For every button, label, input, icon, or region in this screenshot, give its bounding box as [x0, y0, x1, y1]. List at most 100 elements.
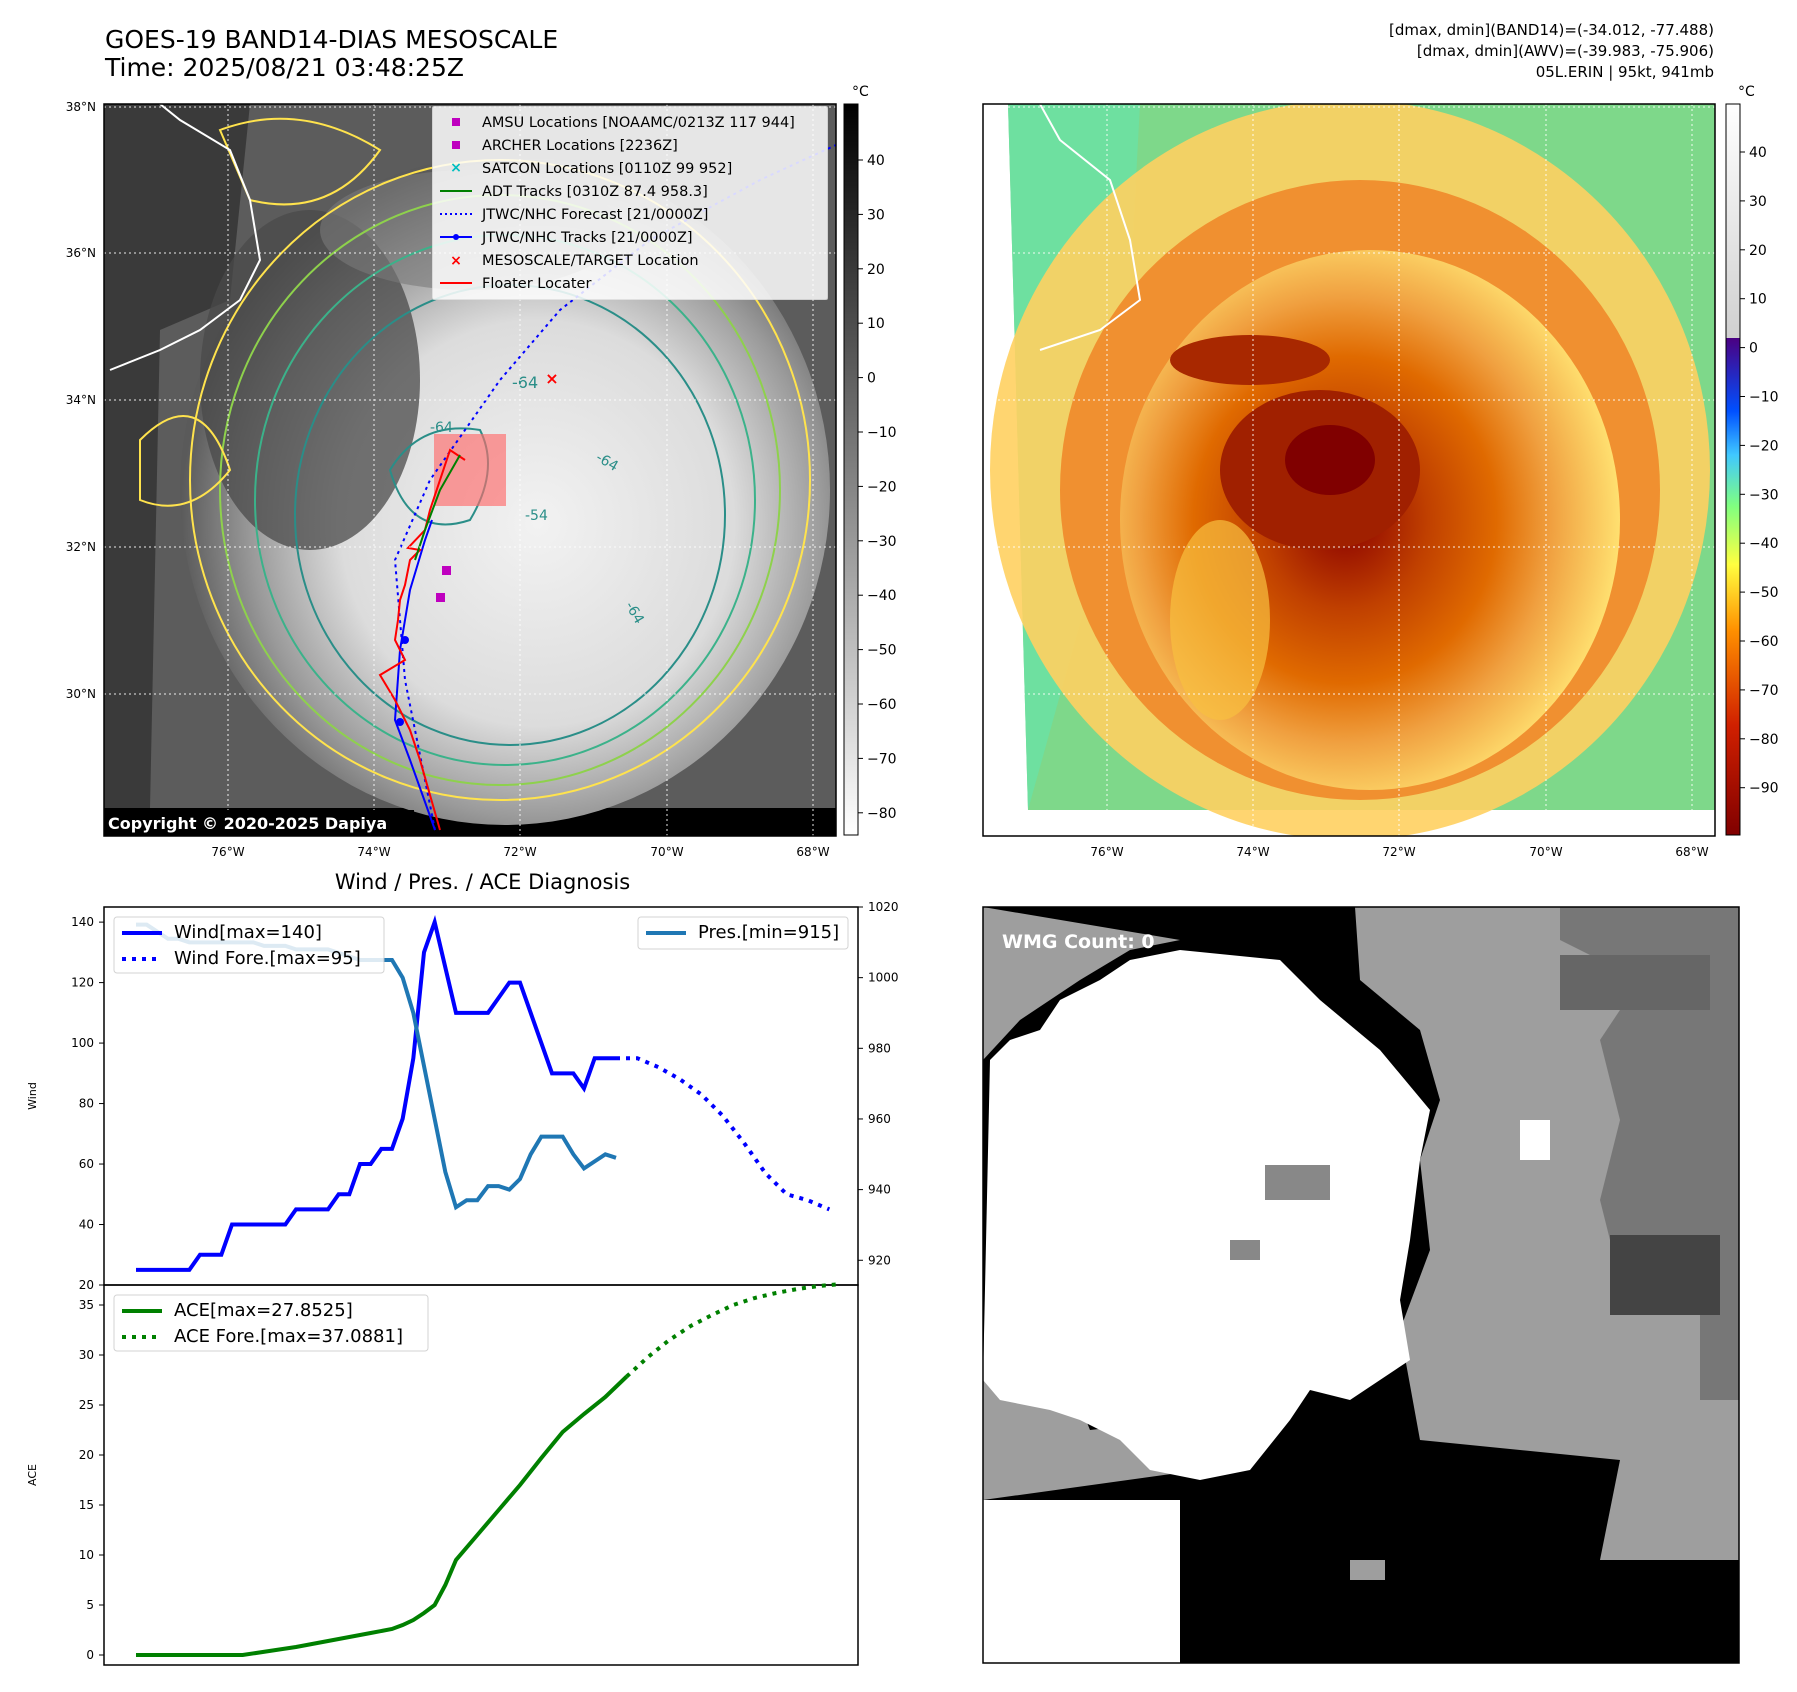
colorbar-tick: 30: [1749, 194, 1767, 210]
legend-item: ADT Tracks [0310Z 87.4 958.3]: [482, 184, 708, 200]
wmg-panel: WMG Count: 0: [982, 906, 1740, 1664]
colorbar-tick: 20: [867, 262, 885, 278]
y-tick-label: 0: [86, 1648, 94, 1662]
y-tick-label: 20: [79, 1278, 94, 1292]
y-tick-label: 120: [71, 976, 94, 990]
wind-legend: Wind[max=140] Wind Fore.[max=95]: [113, 916, 385, 974]
map-legend: × × AMSU Locations [NOAAMC/0213Z 117 944…: [432, 106, 828, 300]
colorbar-tick: −60: [867, 697, 897, 713]
chart-title-line2: Time: 2025/08/21 03:48:25Z: [105, 53, 464, 82]
colorbar-tick: −60: [1749, 634, 1779, 650]
colorbar-tick: −50: [867, 643, 897, 659]
lon-label: 72°W: [503, 845, 536, 859]
y-tick-label: 20: [79, 1448, 94, 1462]
y-tick-label: 40: [79, 1218, 94, 1232]
diagnosis-title: Wind / Pres. / ACE Diagnosis: [334, 870, 631, 894]
legend-label: ACE[max=27.8525]: [174, 1300, 353, 1321]
coastline: [109, 104, 262, 371]
colorbar-tick: 40: [1749, 145, 1767, 161]
y-axis-label: ACE: [26, 1464, 39, 1486]
y-tick-label: 60: [79, 1157, 94, 1171]
series-line-0: [136, 915, 616, 1272]
svg-text:×: ×: [450, 160, 462, 176]
plot-frame: [103, 1284, 859, 1666]
colorbar-tick: −30: [867, 534, 897, 550]
colorbar-tick: −40: [1749, 536, 1779, 552]
ace-series-0: [136, 1375, 629, 1657]
legend-item: AMSU Locations [NOAAMC/0213Z 117 944]: [482, 115, 795, 131]
lon-label: 76°W: [1090, 845, 1123, 859]
ace-legend: ACE[max=27.8525] ACE Fore.[max=37.0881]: [113, 1294, 429, 1352]
y-tick-label: 25: [79, 1398, 94, 1412]
lon-label: 70°W: [1529, 845, 1562, 859]
y-tick-label: 35: [79, 1298, 94, 1312]
legend-item: JTWC/NHC Forecast [21/0000Z]: [481, 207, 708, 223]
pressure-legend: Pres.[min=915]: [637, 916, 849, 950]
lon-label: 72°W: [1382, 845, 1415, 859]
colorbar-unit: °C: [852, 84, 869, 100]
legend-label: Pres.[min=915]: [698, 922, 839, 943]
target-marker: ×: [545, 369, 558, 388]
y2-tick-label: 960: [868, 1112, 891, 1126]
amsu-marker: [436, 593, 445, 602]
ace-series-1: [625, 1282, 841, 1378]
lon-label: 68°W: [796, 845, 829, 859]
y-tick-label: 15: [79, 1498, 94, 1512]
adt-track: [414, 454, 461, 561]
colorbar-tick: −50: [1749, 585, 1779, 601]
colorbar-tick: 0: [867, 371, 876, 387]
colorbar-tick: −80: [1749, 732, 1779, 748]
series-line-1: [616, 1056, 831, 1212]
archer-marker: [442, 566, 451, 575]
colorbar-tick: 20: [1749, 243, 1767, 259]
contour-label: -54: [525, 508, 548, 524]
colorbar-tick: −40: [867, 588, 897, 604]
lat-label: 38°N: [66, 100, 96, 114]
ir-color-map: 38°N 36°N 34°N 32°N 30°N 76°W 74°W 72°W …: [982, 84, 1779, 859]
colorbar-tick: −70: [1749, 683, 1779, 699]
contour-label: -64: [512, 373, 538, 392]
lat-label: 32°N: [66, 540, 96, 554]
colorbar-tick: −80: [867, 806, 897, 822]
colorbar-tick: −10: [1749, 390, 1779, 406]
wmg-count-label: WMG Count: 0: [1002, 931, 1155, 953]
colorbar-tick: −30: [1749, 487, 1779, 503]
y-tick-label: 100: [71, 1036, 94, 1050]
legend-item: SATCON Locations [0110Z 99 952]: [482, 161, 732, 177]
floater-box: [434, 434, 506, 506]
diagnostic-info-line2: [dmax, dmin](AWV)=(-39.983, -75.906): [1416, 42, 1714, 60]
lon-label: 70°W: [650, 845, 683, 859]
colorbar-color: [1725, 103, 1741, 836]
colorbar-tick: 10: [1749, 292, 1767, 308]
y2-tick-label: 920: [868, 1253, 891, 1267]
y-tick-label: 5: [86, 1598, 94, 1612]
colorbar-tick: −20: [1749, 438, 1779, 454]
contour-label: -64: [430, 420, 453, 436]
y2-tick-label: 1020: [868, 900, 899, 914]
colorbar-unit: °C: [1738, 84, 1755, 100]
copyright-label: Copyright © 2020-2025 Dapiya: [108, 814, 387, 833]
colorbar-tick: 40: [867, 153, 885, 169]
colorbar-gray: °C 40 30 20 10 0 −10 −20 −30 −40 −50 −60 −70 −80: [843, 84, 897, 836]
y-tick-label: 30: [79, 1348, 94, 1362]
colorbar-tick: 0: [1749, 341, 1758, 357]
lat-label: 30°N: [66, 687, 96, 701]
svg-text:×: ×: [450, 253, 462, 269]
y2-tick-label: 980: [868, 1041, 891, 1055]
lat-label: 36°N: [66, 246, 96, 260]
legend-label: ACE Fore.[max=37.0881]: [174, 1326, 403, 1347]
colorbar-tick: −20: [867, 479, 897, 495]
y-tick-label: 10: [79, 1548, 94, 1562]
lon-label: 76°W: [211, 845, 244, 859]
legend-label: Wind Fore.[max=95]: [174, 948, 361, 969]
lon-label: 74°W: [357, 845, 390, 859]
chart-title-line1: GOES-19 BAND14-DIAS MESOSCALE: [105, 25, 559, 54]
colorbar-tick: 30: [867, 207, 885, 223]
wind-pressure-chart: 20 40 60 80 100 120 140 920 940 960 980 1000 1020 Win…: [26, 900, 899, 1292]
legend-item: Floater Locater: [482, 276, 591, 292]
diagnostic-info-line1: [dmax, dmin](BAND14)=(-34.012, -77.488): [1389, 21, 1714, 39]
y2-tick-label: 1000: [868, 971, 899, 985]
y-tick-label: 140: [71, 915, 94, 929]
legend-item: ARCHER Locations [2236Z]: [482, 138, 678, 154]
lat-label: 34°N: [66, 393, 96, 407]
